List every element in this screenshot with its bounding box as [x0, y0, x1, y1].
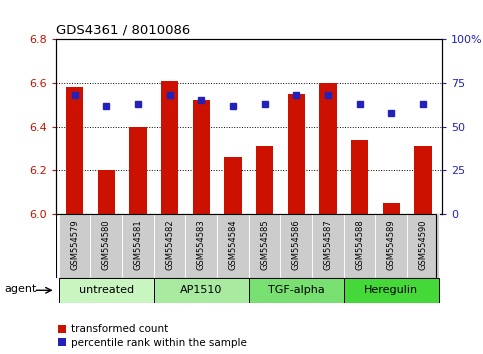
Bar [59, 278, 154, 303]
Bar [344, 278, 439, 303]
Bar [375, 214, 407, 278]
Text: GSM554587: GSM554587 [324, 219, 332, 270]
Bar [249, 278, 344, 303]
Bar [154, 214, 185, 278]
Text: GSM554584: GSM554584 [228, 219, 238, 270]
Bar [281, 214, 312, 278]
Text: GSM554585: GSM554585 [260, 219, 269, 270]
Text: GSM554590: GSM554590 [418, 219, 427, 270]
Bar [319, 83, 337, 214]
Bar [161, 81, 178, 214]
Bar [344, 214, 375, 278]
Text: GSM554580: GSM554580 [102, 219, 111, 270]
Text: GSM554579: GSM554579 [70, 219, 79, 270]
Text: GSM554581: GSM554581 [133, 219, 142, 270]
Bar [217, 214, 249, 278]
Bar [414, 146, 432, 214]
Legend: transformed count, percentile rank within the sample: transformed count, percentile rank withi… [54, 320, 251, 352]
Bar [66, 87, 83, 214]
Text: Heregulin: Heregulin [364, 285, 418, 295]
Text: agent: agent [5, 284, 37, 294]
Bar [59, 214, 90, 278]
Bar [224, 157, 242, 214]
Bar [287, 94, 305, 214]
Bar [154, 278, 249, 303]
Bar [256, 146, 273, 214]
Text: TGF-alpha: TGF-alpha [268, 285, 325, 295]
Bar [185, 214, 217, 278]
Bar [249, 214, 281, 278]
Text: GSM554586: GSM554586 [292, 219, 301, 270]
Text: GSM554583: GSM554583 [197, 219, 206, 270]
Text: GSM554588: GSM554588 [355, 219, 364, 270]
Text: GSM554589: GSM554589 [387, 219, 396, 270]
Text: GDS4361 / 8010086: GDS4361 / 8010086 [56, 23, 190, 36]
Bar [407, 214, 439, 278]
Bar [383, 203, 400, 214]
Bar [98, 170, 115, 214]
Bar [90, 214, 122, 278]
Bar [351, 140, 369, 214]
Text: GSM554582: GSM554582 [165, 219, 174, 270]
Text: untreated: untreated [79, 285, 134, 295]
Bar [193, 100, 210, 214]
Bar [129, 127, 147, 214]
Bar [122, 214, 154, 278]
Bar [312, 214, 344, 278]
Text: AP1510: AP1510 [180, 285, 223, 295]
